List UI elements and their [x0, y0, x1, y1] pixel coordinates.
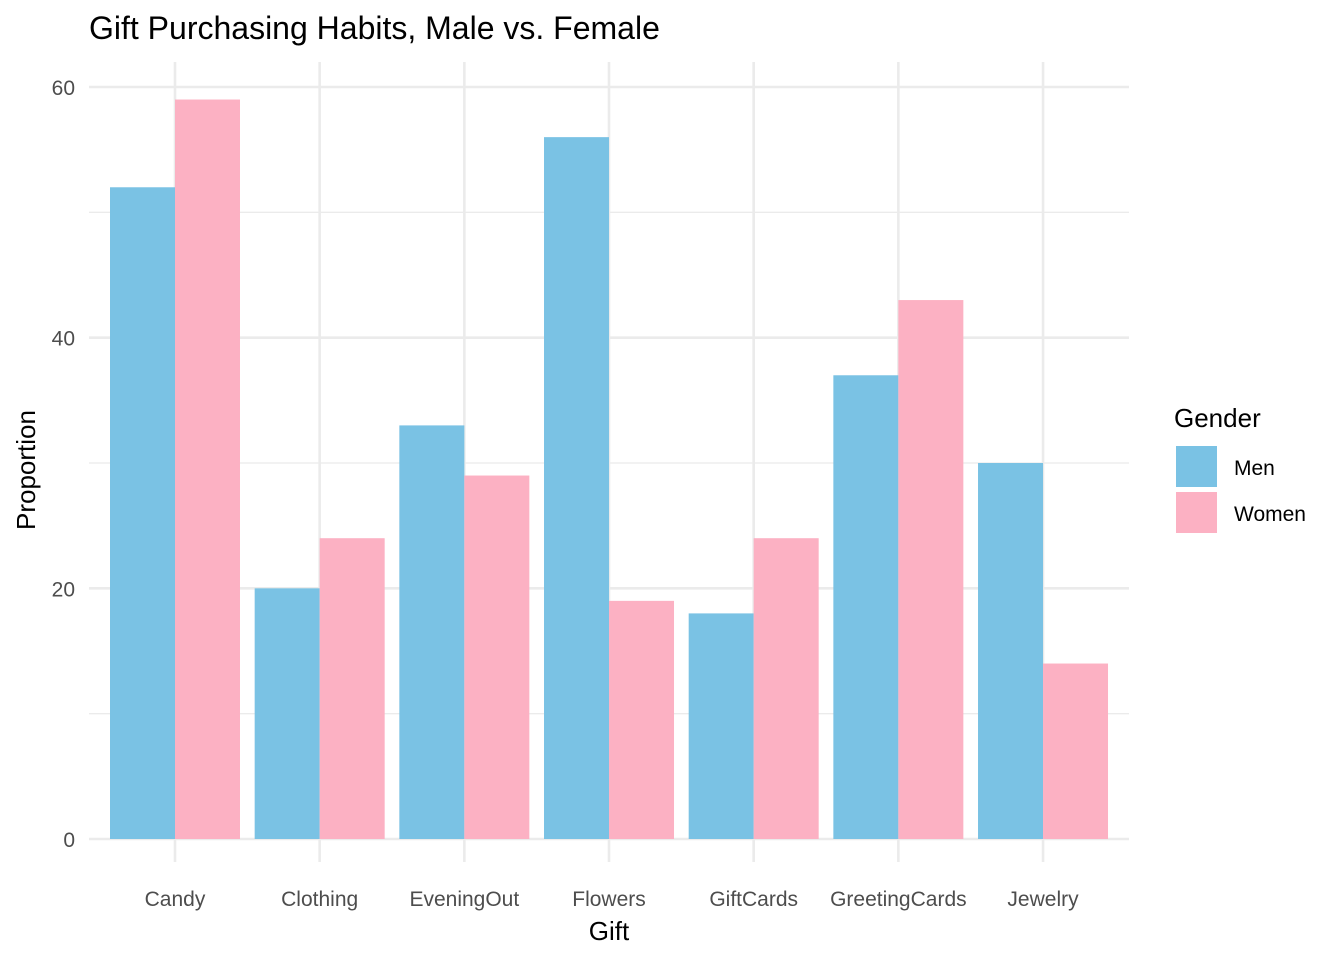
y-tick-label: 20 — [52, 578, 75, 601]
bars — [110, 99, 1109, 840]
bar-men-giftcards — [688, 613, 754, 839]
y-tick-label: 60 — [52, 77, 75, 100]
x-tick-label: Clothing — [281, 888, 358, 911]
x-tick-label: Jewelry — [1007, 888, 1079, 911]
bar-women-greetingcards — [898, 300, 964, 840]
bar-men-candy — [110, 187, 175, 839]
legend: Gender Men Women — [1174, 403, 1306, 533]
x-tick-label: GreetingCards — [830, 888, 967, 911]
bar-women-candy — [175, 99, 240, 840]
x-axis-title: Gift — [589, 916, 630, 946]
legend-swatch-women — [1176, 492, 1217, 533]
bar-men-jewelry — [978, 463, 1044, 839]
bar-men-eveningout — [399, 425, 465, 839]
legend-label-men: Men — [1234, 457, 1275, 480]
chart-title: Gift Purchasing Habits, Male vs. Female — [89, 10, 660, 46]
legend-swatch-men — [1176, 446, 1217, 487]
y-tick-label: 40 — [52, 328, 75, 351]
x-tick-label: EveningOut — [409, 888, 519, 911]
bar-women-giftcards — [753, 538, 819, 839]
bar-men-clothing — [254, 588, 320, 839]
bar-women-flowers — [609, 600, 675, 839]
x-axis-ticks: Candy Clothing EveningOut Flowers GiftCards G… — [145, 888, 1079, 911]
x-tick-label: GiftCards — [709, 888, 798, 911]
bar-women-eveningout — [464, 475, 530, 839]
x-tick-label: Candy — [145, 888, 206, 911]
bar-men-greetingcards — [833, 375, 899, 839]
bar-men-flowers — [544, 137, 610, 840]
y-tick-label: 0 — [63, 829, 75, 852]
legend-label-women: Women — [1234, 503, 1306, 526]
legend-title: Gender — [1174, 403, 1261, 433]
x-tick-label: Flowers — [572, 888, 646, 911]
bar-women-jewelry — [1043, 663, 1109, 839]
y-axis-ticks: 0 20 40 60 — [52, 77, 75, 852]
bar-women-clothing — [319, 538, 385, 839]
y-axis-title: Proportion — [11, 410, 41, 530]
